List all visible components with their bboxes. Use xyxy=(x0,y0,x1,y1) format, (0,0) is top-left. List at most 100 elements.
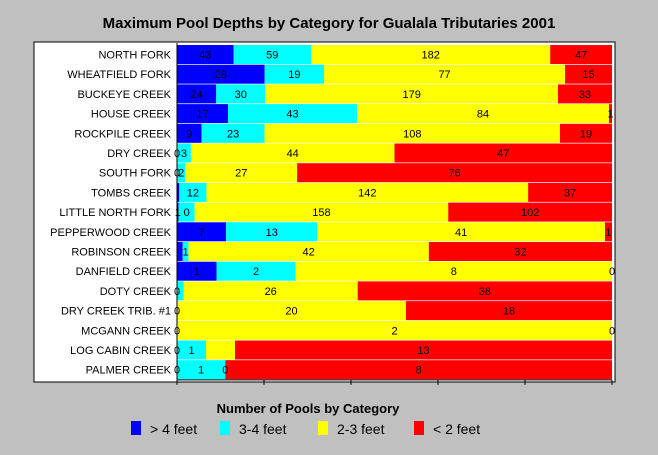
value-label-north-fork-3-4-feet: 59 xyxy=(266,50,278,62)
bar-house-creek-4-feet xyxy=(177,104,228,124)
value-label-log-cabin-creek-2-feet: 13 xyxy=(417,345,429,357)
value-label-rockpile-creek-2-3-feet: 108 xyxy=(403,128,421,140)
value-label-tombs-creek-2-feet: 37 xyxy=(564,187,576,199)
bar-little-north-fork-2-3-feet xyxy=(194,202,449,222)
bar-house-creek-3-4-feet xyxy=(228,104,357,124)
category-label-house-creek: HOUSE CREEK xyxy=(91,109,172,121)
bar-north-fork-2-3-feet xyxy=(311,45,551,64)
bar-wheatfield-fork-4-feet xyxy=(177,64,265,84)
value-label-wheatfield-fork-4-feet: 28 xyxy=(215,69,227,81)
category-label-dry-creek: DRY CREEK xyxy=(107,148,171,160)
bar-house-creek-2-3-feet xyxy=(357,104,609,124)
value-label-tombs-creek-3-4-feet: 12 xyxy=(187,187,199,199)
bar-wheatfield-fork-2-3-feet xyxy=(324,64,566,84)
bar-tombs-creek-4-feet xyxy=(177,182,180,202)
legend-label-2-feet: < 2 feet xyxy=(433,421,480,437)
bar-dry-creek-trib-1-2-3-feet xyxy=(177,301,406,321)
value-label-tombs-creek-2-3-feet: 142 xyxy=(358,187,376,199)
value-label-doty-creek-2-feet: 38 xyxy=(479,286,491,298)
bar-south-fork-2-feet xyxy=(297,163,612,183)
bar-robinson-creek-4-feet xyxy=(177,242,183,261)
value-label-mcgann-creek-2-3-feet: 2 xyxy=(391,325,397,337)
bar-tombs-creek-3-4-feet xyxy=(179,182,207,202)
bar-little-north-fork-2-feet xyxy=(448,202,612,222)
value-label-buckeye-creek-2-3-feet: 179 xyxy=(402,89,420,101)
bar-south-fork-3-4-feet xyxy=(177,163,186,183)
value-label-wheatfield-fork-3-4-feet: 19 xyxy=(288,69,300,81)
bar-north-fork-2-feet xyxy=(550,45,612,64)
bar-rockpile-creek-3-4-feet xyxy=(201,123,265,143)
bar-robinson-creek-2-3-feet xyxy=(188,242,429,261)
category-label-tombs-creek: TOMBS CREEK xyxy=(91,187,172,199)
x-axis xyxy=(176,43,613,385)
bar-danfield-creek-4-feet xyxy=(177,261,217,281)
legend-title: Number of Pools by Category xyxy=(217,401,401,416)
value-label-house-creek-3-4-feet: 43 xyxy=(286,109,298,121)
bar-dry-creek-trib-1-2-feet xyxy=(405,301,612,321)
category-label-doty-creek: DOTY CREEK xyxy=(100,286,172,298)
category-label-buckeye-creek: BUCKEYE CREEK xyxy=(77,89,171,101)
value-label-buckeye-creek-4-feet: 24 xyxy=(190,89,202,101)
value-label-pepperwood-creek-2-feet: 1 xyxy=(605,227,611,239)
bar-mcgann-creek-2-3-feet xyxy=(177,320,612,340)
value-label-palmer-creek-2-feet: 8 xyxy=(416,365,422,377)
value-label-rockpile-creek-4-feet: 9 xyxy=(186,128,192,140)
value-label-little-north-fork-2-3-feet: 158 xyxy=(312,207,330,219)
bar-north-fork-3-4-feet xyxy=(233,45,312,64)
bar-log-cabin-creek-2-3-feet xyxy=(206,340,235,360)
value-label-rockpile-creek-3-4-feet: 23 xyxy=(227,128,239,140)
value-label-wheatfield-fork-2-3-feet: 77 xyxy=(438,69,450,81)
bar-log-cabin-creek-2-feet xyxy=(235,340,612,360)
bar-robinson-creek-3-4-feet xyxy=(182,242,189,261)
category-label-little-north-fork: LITTLE NORTH FORK xyxy=(59,207,171,219)
category-label-danfield-creek: DANFIELD CREEK xyxy=(76,266,172,278)
value-label-robinson-creek-2-3-feet: 42 xyxy=(303,247,315,259)
value-label-danfield-creek-2-3-feet: 8 xyxy=(451,266,457,278)
value-label-robinson-creek-2-feet: 32 xyxy=(514,247,526,259)
bar-danfield-creek-2-3-feet xyxy=(295,261,612,281)
legend: > 4 feet 3-4 feet 2-3 feet < 2 feet xyxy=(131,421,480,437)
legend-label-2-3-feet: 2-3 feet xyxy=(337,421,385,437)
bar-tombs-creek-2-3-feet xyxy=(206,182,529,202)
bar-house-creek-2-feet xyxy=(609,104,612,124)
legend-swatch-2-feet xyxy=(414,421,424,435)
value-label-little-north-fork-4-feet: 1 xyxy=(175,207,181,219)
value-label-dry-creek-2-feet: 47 xyxy=(497,148,509,160)
bar-buckeye-creek-3-4-feet xyxy=(216,84,266,104)
category-label-pepperwood-creek: PEPPERWOOD CREEK xyxy=(50,227,171,239)
bar-north-fork-4-feet xyxy=(177,45,234,64)
bar-doty-creek-2-feet xyxy=(357,281,612,301)
bars xyxy=(177,45,613,380)
value-label-dry-creek-3-4-feet: 3 xyxy=(181,148,187,160)
bar-dry-creek-3-4-feet xyxy=(177,143,191,163)
bar-robinson-creek-2-feet xyxy=(428,242,612,261)
value-label-wheatfield-fork-2-feet: 15 xyxy=(582,69,594,81)
category-label-mcgann-creek: MCGANN CREEK xyxy=(81,325,172,337)
value-label-house-creek-2-3-feet: 84 xyxy=(477,109,489,121)
bar-tombs-creek-2-feet xyxy=(528,182,612,202)
value-label-danfield-creek-2-feet: 0 xyxy=(609,266,615,278)
value-label-buckeye-creek-2-feet: 33 xyxy=(579,89,591,101)
legend-swatch-4-feet xyxy=(131,421,141,435)
category-label-south-fork: SOUTH FORK xyxy=(99,168,172,180)
legend-swatch-3-4-feet xyxy=(220,421,230,435)
value-label-robinson-creek-3-4-feet: 1 xyxy=(183,247,189,259)
value-label-south-fork-2-feet: 76 xyxy=(448,168,460,180)
category-label-palmer-creek: PALMER CREEK xyxy=(86,365,172,377)
bar-buckeye-creek-4-feet xyxy=(177,84,217,104)
value-label-doty-creek-2-3-feet: 26 xyxy=(265,286,277,298)
category-labels: NORTH FORK WHEATFIELD FORK BUCKEYE CREEK HO… xyxy=(50,50,171,377)
value-label-rockpile-creek-2-feet: 19 xyxy=(580,128,592,140)
bar-dry-creek-2-3-feet xyxy=(190,143,395,163)
value-label-dry-creek-2-3-feet: 44 xyxy=(287,148,299,160)
value-label-little-north-fork-3-4-feet: 0 xyxy=(184,207,190,219)
value-label-pepperwood-creek-3-4-feet: 13 xyxy=(266,227,278,239)
value-label-danfield-creek-4-feet: 1 xyxy=(194,266,200,278)
bar-wheatfield-fork-2-feet xyxy=(565,64,612,84)
value-label-north-fork-2-feet: 47 xyxy=(575,50,587,62)
bar-south-fork-2-3-feet xyxy=(185,163,298,183)
bar-danfield-creek-3-4-feet xyxy=(216,261,296,281)
value-label-dry-creek-trib-1-2-3-feet: 20 xyxy=(285,306,297,318)
